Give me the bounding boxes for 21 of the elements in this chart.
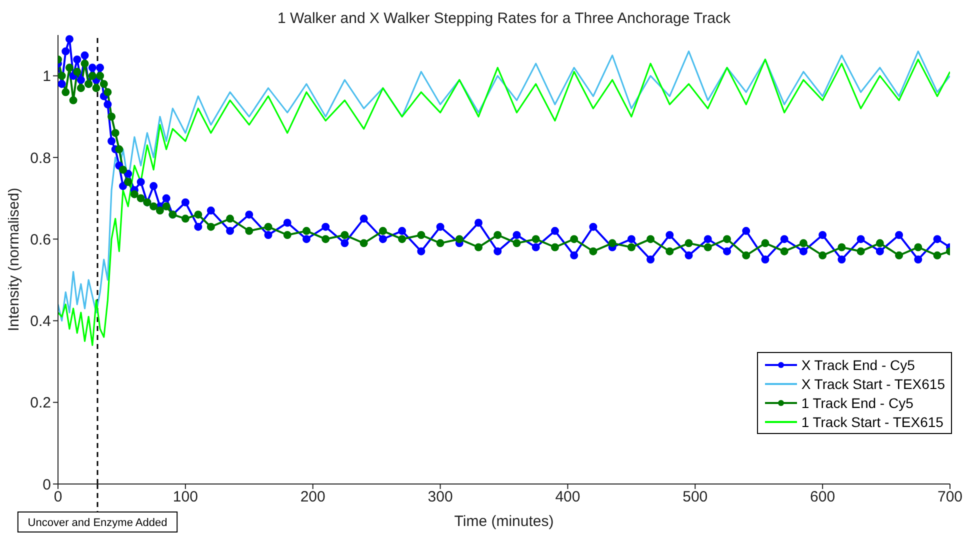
- legend-label: 1 Track End - Cy5: [801, 394, 914, 410]
- x-tick-label: 500: [682, 488, 708, 506]
- x-tick-label: 400: [555, 488, 580, 506]
- chart-title: 1 Walker and X Walker Stepping Rates for a Three Anchorage Track: [276, 10, 732, 27]
- legend-label: 1 Track Start - TEX615: [801, 414, 944, 430]
- x-axis-title: Time (minutes): [454, 513, 554, 530]
- x-tick-label: 700: [937, 488, 963, 506]
- x-tick-label: 600: [810, 488, 836, 506]
- legend-label: X Track End - Cy5: [801, 356, 915, 372]
- y-tick-label: 0.6: [30, 231, 51, 248]
- y-tick-label: 0: [42, 476, 51, 494]
- x-tick-label: 200: [300, 488, 326, 506]
- ref-line-label: Uncover and Enzyme Added: [28, 517, 168, 529]
- legend-label: X Track Start - TEX615: [801, 376, 945, 392]
- y-tick-label: 0.4: [30, 313, 51, 330]
- x-tick-label: 0: [54, 488, 62, 506]
- x-tick-label: 100: [172, 488, 198, 506]
- y-tick-label: 0.8: [30, 150, 51, 167]
- x-tick-label: 300: [428, 488, 453, 506]
- y-tick-label: 1: [42, 68, 51, 86]
- y-tick-label: 0.2: [30, 394, 51, 412]
